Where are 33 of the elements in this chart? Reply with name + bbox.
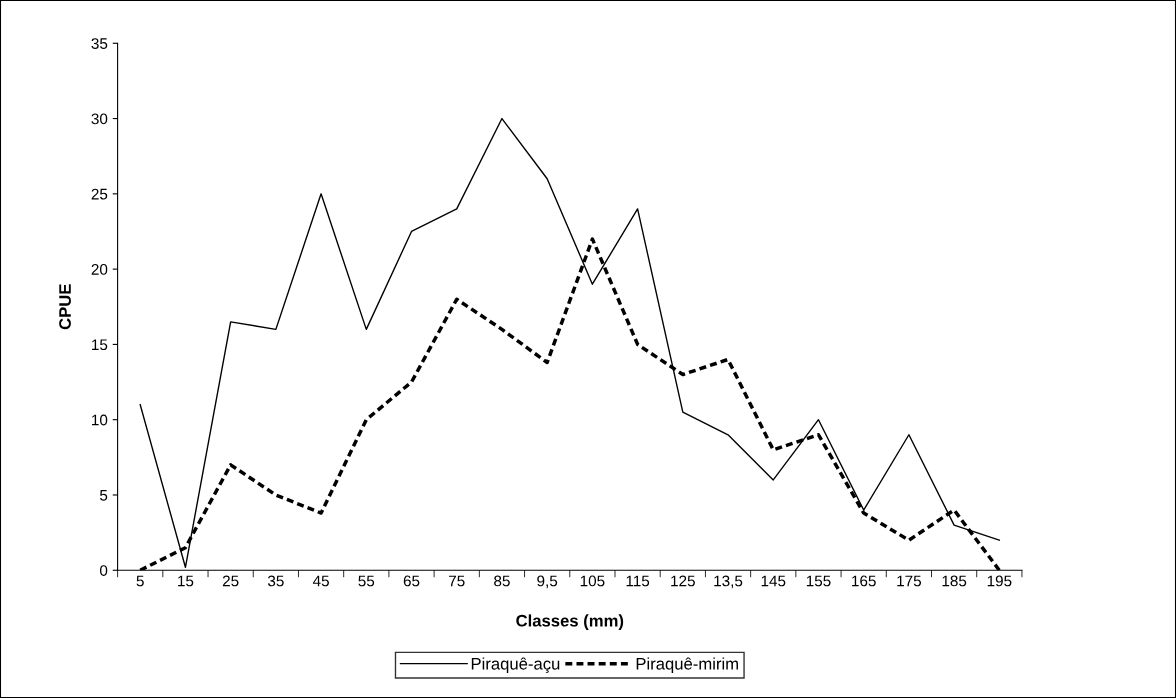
x-tick-label: 13,5 (714, 575, 743, 589)
x-tick-label: 45 (312, 575, 329, 587)
x-tick-label: 5 (136, 575, 144, 587)
x-tick-label: 185 (942, 575, 967, 587)
x-tick-label: 35 (267, 575, 284, 587)
x-tick-label: 155 (806, 575, 831, 587)
x-tick-label: 195 (987, 575, 1012, 587)
y-tick-label: 35 (91, 38, 108, 49)
x-tick-label: 9,5 (537, 575, 558, 589)
x-axis-title: Classes (mm) (516, 614, 624, 630)
y-tick-label: 10 (92, 414, 108, 426)
y-tick-label: 20 (91, 264, 108, 275)
x-tick-label: 85 (494, 575, 510, 587)
x-tick-label: 115 (626, 575, 650, 587)
legend-label: Piraquê-açu (471, 657, 560, 674)
y-tick-label: 0 (99, 565, 108, 576)
line-series (139, 117, 1001, 568)
x-tick-label: 65 (403, 575, 420, 587)
x-tick-label: 105 (580, 575, 605, 587)
x-tick-label: 75 (449, 575, 465, 587)
y-tick-label: 25 (91, 188, 108, 200)
legend-label: Piraquê-mirim (636, 657, 738, 673)
x-tick-label: 175 (897, 575, 922, 587)
x-tick-label: 15 (178, 575, 194, 587)
y-tick-label: 15 (92, 339, 108, 351)
x-tick-label: 145 (761, 575, 786, 587)
y-tick-label: 5 (99, 490, 108, 501)
x-tick-label: 25 (222, 575, 239, 587)
x-tick-label: 165 (852, 575, 876, 587)
y-tick-label: 30 (91, 113, 108, 125)
y-axis-title: CPUE (59, 284, 71, 330)
x-tick-label: 125 (671, 575, 695, 587)
x-tick-label: 55 (358, 575, 375, 587)
